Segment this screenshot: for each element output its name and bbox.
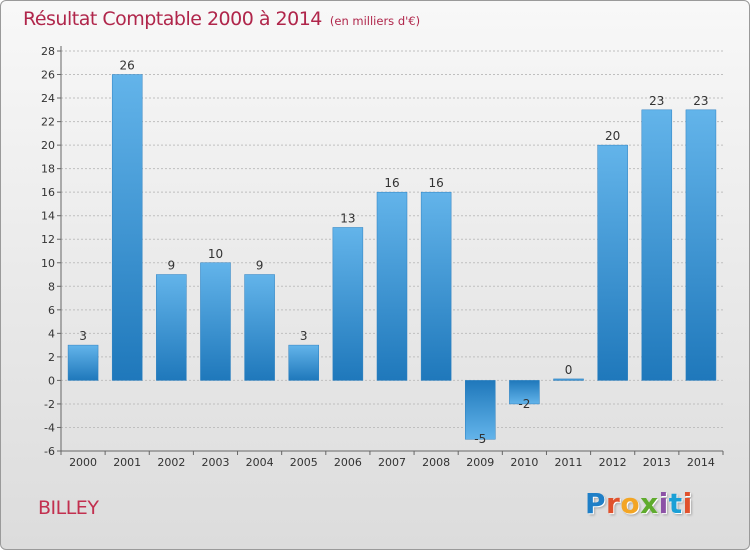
bar [288,344,319,381]
data-label: 16 [428,176,443,190]
data-label: 23 [649,94,664,108]
data-label: 16 [384,176,399,190]
chart-title: Résultat Comptable 2000 à 2014 [23,8,322,30]
bar [553,378,584,381]
bar [376,191,408,381]
bar [465,380,496,440]
y-tick-label: 4 [48,327,55,340]
x-tick-label: 2014 [687,456,715,469]
bar [641,109,673,381]
y-tick-label: 14 [41,210,55,223]
data-label: 9 [256,259,264,273]
bar [509,380,540,405]
data-label: 20 [605,129,620,143]
data-label: 26 [120,59,135,73]
chart-subtitle: (en milliers d'€) [329,14,421,28]
data-label: -2 [518,397,530,411]
x-tick-label: 2003 [201,456,229,469]
x-tick-label: 2002 [157,456,185,469]
y-tick-label: -4 [44,421,55,434]
y-tick-label: 26 [41,69,55,82]
logo-letter: i [682,487,693,520]
y-tick-label: 8 [48,280,55,293]
x-tick-label: 2008 [422,456,450,469]
bar [244,274,275,381]
logo-letter: i [658,487,669,520]
x-tick-label: 2013 [643,456,671,469]
x-tick-label: 2000 [69,456,97,469]
bar [200,262,231,381]
bar [597,144,628,381]
bar [685,109,717,381]
data-label: 3 [300,329,308,343]
y-tick-label: -2 [44,398,55,411]
logo-letter: r [606,487,621,520]
x-tick-label: 2001 [113,456,141,469]
y-tick-label: 6 [48,304,55,317]
bar [156,274,187,381]
x-tick-label: 2011 [555,456,583,469]
y-tick-label: 22 [41,116,55,129]
data-label: 10 [208,247,223,261]
commune-name: BILLEY [38,497,99,519]
x-tick-label: 2009 [466,456,494,469]
x-tick-label: 2004 [246,456,274,469]
logo-letter: o [620,487,641,520]
bar [111,74,143,381]
bar [332,227,364,381]
y-tick-label: 24 [41,92,55,105]
data-label: 3 [79,329,87,343]
logo-letter: P [585,487,607,520]
y-tick-label: 0 [48,374,55,387]
logo-letter: t [668,487,683,520]
x-tick-label: 2005 [290,456,318,469]
data-label: 13 [340,211,355,225]
title-block: Résultat Comptable 2000 à 2014 (en millie… [23,8,420,30]
y-tick-label: 18 [41,163,55,176]
proxiti-logo: Proxiti [585,487,693,520]
data-label: 0 [565,363,573,377]
x-tick-label: 2010 [510,456,538,469]
y-tick-label: 20 [41,139,55,152]
data-label: 9 [168,259,176,273]
y-tick-label: -6 [44,445,55,458]
y-tick-label: 12 [41,233,55,246]
y-tick-label: 2 [48,351,55,364]
x-tick-label: 2006 [334,456,362,469]
data-label: 23 [693,94,708,108]
x-tick-label: 2007 [378,456,406,469]
y-tick-label: 28 [41,45,55,58]
x-tick-label: 2012 [599,456,627,469]
bar [67,344,99,381]
logo-letter: x [640,487,659,520]
y-tick-label: 10 [41,257,55,270]
data-label: -5 [474,432,486,446]
bar [420,191,452,381]
y-tick-label: 16 [41,186,55,199]
